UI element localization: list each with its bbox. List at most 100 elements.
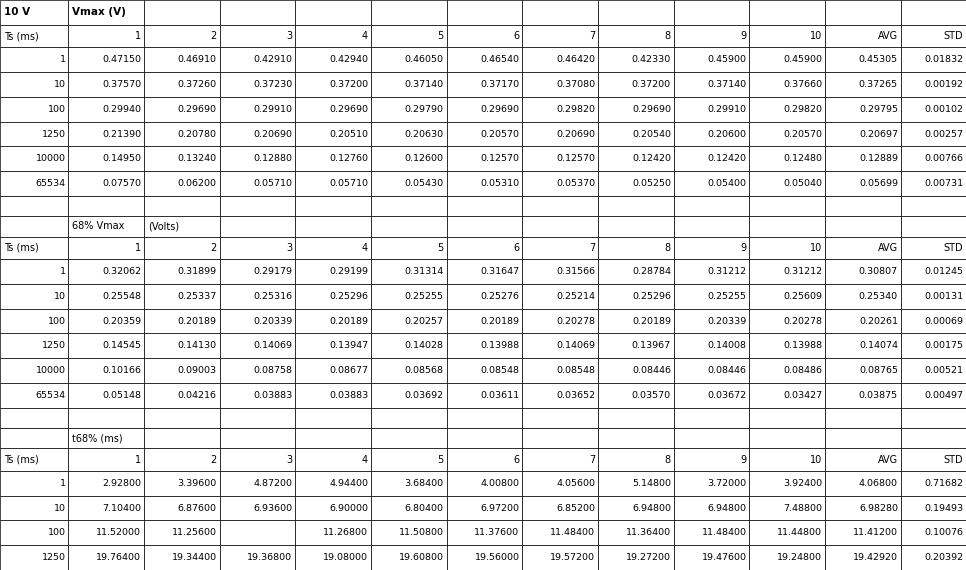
Bar bbox=[144, 449, 219, 471]
Text: 19.36800: 19.36800 bbox=[247, 553, 293, 562]
Text: 0.13947: 0.13947 bbox=[329, 341, 368, 351]
Text: 0.20690: 0.20690 bbox=[556, 129, 595, 139]
Text: 7: 7 bbox=[589, 455, 595, 465]
Text: 0.05040: 0.05040 bbox=[783, 179, 822, 188]
Bar bbox=[523, 358, 598, 383]
Bar bbox=[0, 216, 69, 237]
Bar bbox=[0, 0, 69, 25]
Text: 100: 100 bbox=[47, 528, 66, 538]
Bar bbox=[219, 408, 296, 428]
Bar bbox=[219, 259, 296, 284]
Bar bbox=[673, 449, 750, 471]
Text: 0.25214: 0.25214 bbox=[556, 292, 595, 301]
Bar bbox=[825, 333, 901, 358]
Text: 9: 9 bbox=[741, 455, 747, 465]
Bar bbox=[69, 358, 144, 383]
Bar bbox=[371, 496, 446, 520]
Bar bbox=[901, 449, 966, 471]
Bar bbox=[69, 72, 144, 97]
Text: 9: 9 bbox=[741, 31, 747, 41]
Bar bbox=[0, 428, 69, 449]
Text: 11.41200: 11.41200 bbox=[853, 528, 898, 538]
Bar bbox=[296, 237, 371, 259]
Bar bbox=[296, 97, 371, 121]
Bar bbox=[144, 520, 219, 545]
Bar bbox=[446, 171, 523, 196]
Bar bbox=[0, 146, 69, 171]
Bar bbox=[901, 0, 966, 25]
Text: 4.05600: 4.05600 bbox=[556, 479, 595, 488]
Text: 1250: 1250 bbox=[42, 553, 66, 562]
Text: 6.90000: 6.90000 bbox=[329, 503, 368, 512]
Bar bbox=[750, 237, 825, 259]
Bar bbox=[219, 171, 296, 196]
Bar bbox=[446, 545, 523, 570]
Bar bbox=[296, 428, 371, 449]
Bar bbox=[750, 196, 825, 216]
Text: 0.45900: 0.45900 bbox=[783, 55, 822, 64]
Bar bbox=[446, 216, 523, 237]
Bar bbox=[69, 237, 144, 259]
Text: 0.20780: 0.20780 bbox=[178, 129, 216, 139]
Bar bbox=[144, 171, 219, 196]
Bar bbox=[371, 237, 446, 259]
Bar bbox=[0, 408, 69, 428]
Bar bbox=[446, 333, 523, 358]
Bar bbox=[144, 259, 219, 284]
Text: 0.37265: 0.37265 bbox=[859, 80, 898, 89]
Text: 0.20540: 0.20540 bbox=[632, 129, 670, 139]
Bar bbox=[825, 196, 901, 216]
Bar bbox=[901, 97, 966, 121]
Bar bbox=[825, 284, 901, 309]
Text: 19.34400: 19.34400 bbox=[172, 553, 216, 562]
Text: 0.29820: 0.29820 bbox=[783, 105, 822, 114]
Bar bbox=[219, 196, 296, 216]
Bar bbox=[598, 237, 673, 259]
Bar bbox=[296, 0, 371, 25]
Bar bbox=[901, 428, 966, 449]
Text: 0.29690: 0.29690 bbox=[632, 105, 670, 114]
Bar bbox=[901, 545, 966, 570]
Text: 19.42920: 19.42920 bbox=[853, 553, 898, 562]
Text: 0.25296: 0.25296 bbox=[632, 292, 670, 301]
Text: 1250: 1250 bbox=[42, 341, 66, 351]
Text: 0.14028: 0.14028 bbox=[405, 341, 443, 351]
Bar bbox=[825, 408, 901, 428]
Bar bbox=[219, 333, 296, 358]
Text: STD: STD bbox=[944, 455, 963, 465]
Bar bbox=[673, 309, 750, 333]
Bar bbox=[144, 545, 219, 570]
Text: 0.00131: 0.00131 bbox=[923, 292, 963, 301]
Bar bbox=[673, 333, 750, 358]
Text: 4: 4 bbox=[362, 455, 368, 465]
Text: 0.37570: 0.37570 bbox=[102, 80, 141, 89]
Text: 3.39600: 3.39600 bbox=[178, 479, 216, 488]
Text: 0.31212: 0.31212 bbox=[783, 267, 822, 276]
Text: 0.00102: 0.00102 bbox=[924, 105, 963, 114]
Bar bbox=[69, 428, 144, 449]
Bar bbox=[673, 259, 750, 284]
Bar bbox=[673, 496, 750, 520]
Bar bbox=[144, 383, 219, 408]
Bar bbox=[446, 496, 523, 520]
Text: 3.72000: 3.72000 bbox=[707, 479, 747, 488]
Text: 19.08000: 19.08000 bbox=[324, 553, 368, 562]
Text: 0.20697: 0.20697 bbox=[859, 129, 898, 139]
Bar bbox=[750, 216, 825, 237]
Bar bbox=[825, 0, 901, 25]
Text: 0.20510: 0.20510 bbox=[329, 129, 368, 139]
Text: 3.92400: 3.92400 bbox=[783, 479, 822, 488]
Bar bbox=[673, 121, 750, 146]
Text: 0.37080: 0.37080 bbox=[556, 80, 595, 89]
Bar bbox=[523, 171, 598, 196]
Bar bbox=[673, 47, 750, 72]
Bar bbox=[598, 520, 673, 545]
Text: 5.14800: 5.14800 bbox=[632, 479, 670, 488]
Bar bbox=[673, 428, 750, 449]
Text: 0.20600: 0.20600 bbox=[707, 129, 747, 139]
Text: 0.20570: 0.20570 bbox=[480, 129, 520, 139]
Bar bbox=[296, 309, 371, 333]
Bar bbox=[371, 121, 446, 146]
Bar bbox=[371, 449, 446, 471]
Bar bbox=[673, 284, 750, 309]
